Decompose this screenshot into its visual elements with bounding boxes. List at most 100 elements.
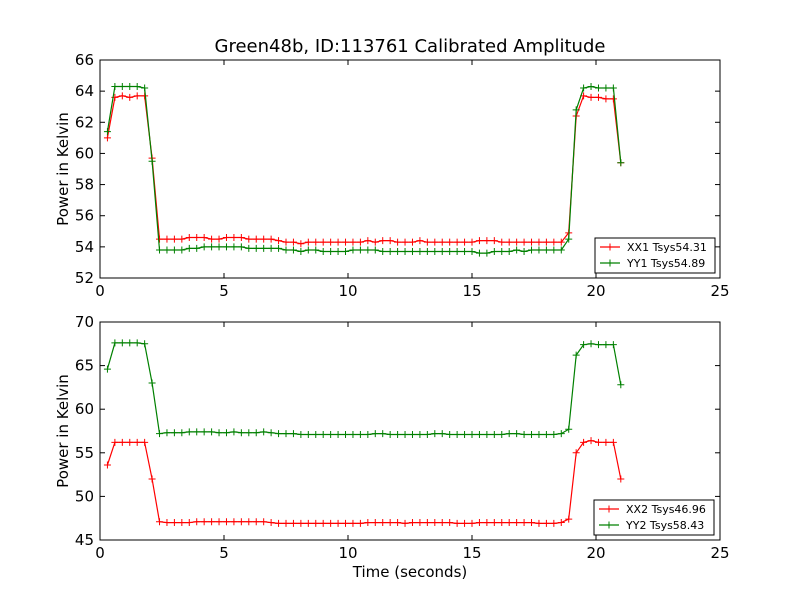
data-point [557,238,565,246]
data-point [565,235,573,243]
data-point [304,238,312,246]
data-point [193,518,201,526]
data-point [163,519,171,527]
data-point [193,428,201,436]
data-point [535,246,543,254]
data-point [342,238,350,246]
data-point [371,238,379,246]
data-point [401,519,409,527]
data-point [200,243,208,251]
data-point [550,430,558,438]
data-point [327,430,335,438]
chart-title: Green48b, ID:113761 Calibrated Amplitude [215,36,606,57]
data-point [133,438,141,446]
data-point [602,341,610,349]
data-point [386,519,394,527]
data-point [609,438,617,446]
data-point [208,428,216,436]
data-point [111,82,119,90]
data-point [312,246,320,254]
legend-marker [605,505,613,513]
data-point [364,430,372,438]
y-tick-label: 66 [75,51,94,69]
data-point [498,248,506,256]
data-point [490,519,498,527]
data-point [438,238,446,246]
data-point [297,248,305,256]
data-point [103,128,111,136]
data-point [580,438,588,446]
data-point [260,244,268,252]
data-point [498,238,506,246]
data-point [103,365,111,373]
data-point [483,430,491,438]
data-point [394,248,402,256]
plot-frame [99,321,721,541]
data-point [118,92,126,100]
data-point [475,430,483,438]
data-point [245,244,253,252]
data-point [260,518,268,526]
data-point [215,235,223,243]
data-point [431,519,439,527]
data-point [408,238,416,246]
legend-label: YY1 Tsys54.89 [626,257,705,270]
data-point [297,519,305,527]
data-point [468,248,476,256]
data-point [542,238,550,246]
data-point [282,238,290,246]
data-point [379,237,387,245]
data-point [133,339,141,347]
data-point [550,238,558,246]
data-point [275,237,283,245]
data-point [215,518,223,526]
data-point [394,238,402,246]
data-point [542,430,550,438]
data-point [557,519,565,527]
legend-marker [606,243,614,251]
data-point [327,238,335,246]
data-point [490,237,498,245]
data-point [580,341,588,349]
data-point [587,437,595,445]
data-point [416,237,424,245]
data-point [572,106,580,114]
data-point [594,84,602,92]
data-point [289,519,297,527]
data-point [200,518,208,526]
data-point [170,429,178,437]
data-point [528,238,536,246]
data-point [572,449,580,457]
data-point [490,248,498,256]
data-point [453,519,461,527]
data-point [208,518,216,526]
data-point [111,339,119,347]
data-point [148,157,156,165]
series-line-1-1 [106,95,622,245]
x-tick-label: 25 [710,544,729,562]
data-point [431,248,439,256]
data-point [513,519,521,527]
data-point [342,430,350,438]
data-point [103,134,111,142]
data-point [342,248,350,256]
data-point [312,519,320,527]
data-point [594,341,602,349]
data-point [379,519,387,527]
data-point [319,248,327,256]
data-point [557,246,565,254]
data-point [617,381,625,389]
data-point [594,438,602,446]
data-point [431,430,439,438]
data-point [371,519,379,527]
y-tick-label: 64 [75,82,94,100]
data-point [103,461,111,469]
data-point [535,430,543,438]
data-point [386,430,394,438]
y-tick-label: 60 [75,144,94,162]
series-line-1-2 [106,85,622,254]
data-point [475,237,483,245]
y-tick-label: 58 [75,176,94,194]
data-point [356,246,364,254]
data-point [461,519,469,527]
